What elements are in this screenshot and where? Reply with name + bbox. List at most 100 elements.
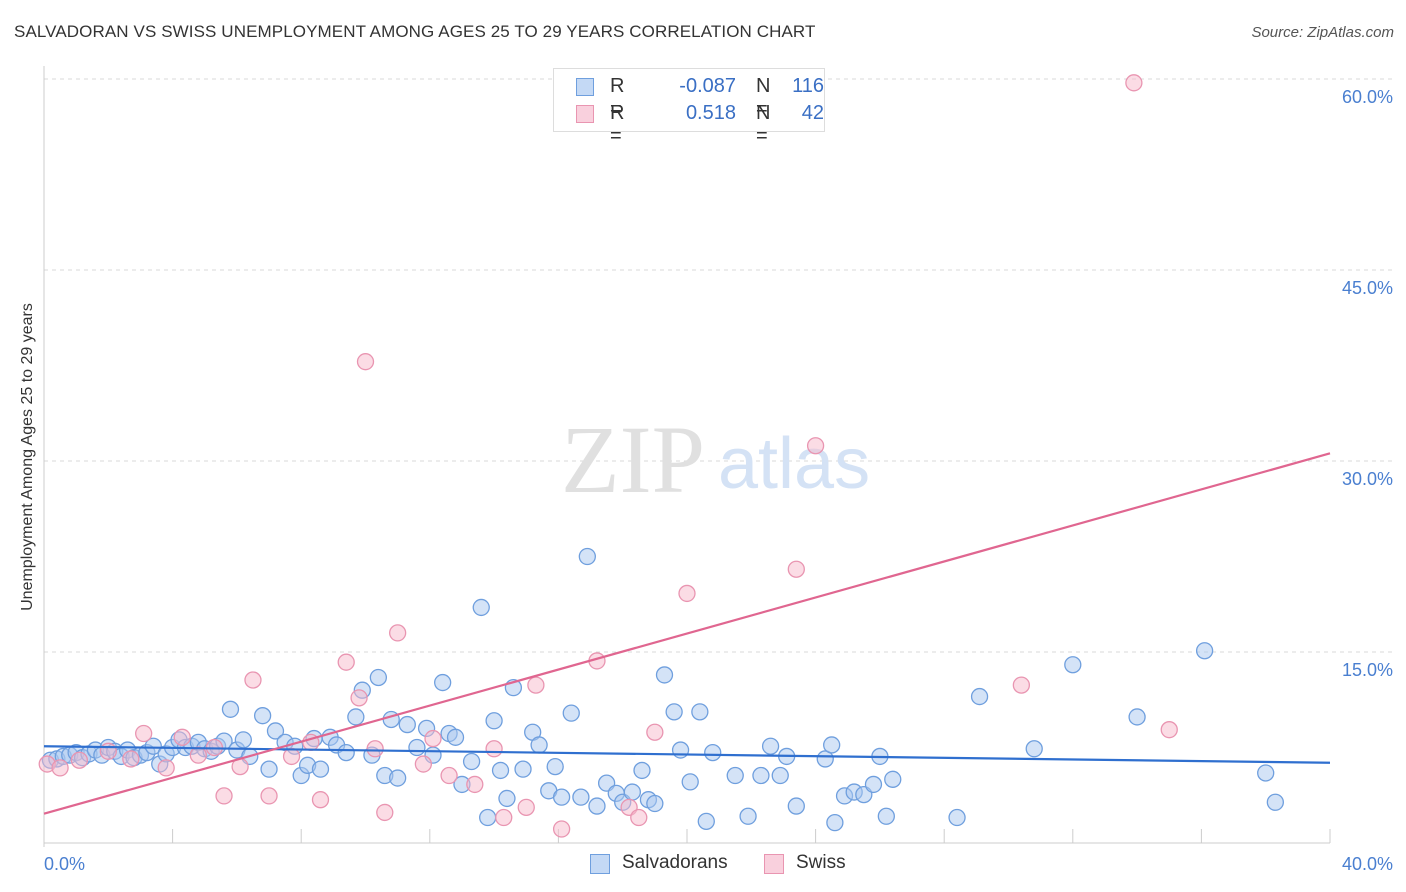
salvadoran-point — [311, 760, 330, 778]
salvadoran-point — [646, 794, 664, 813]
salvadoran-point — [266, 722, 285, 740]
salvadoran-point — [671, 741, 690, 759]
salvadoran-point — [823, 736, 841, 754]
salvadoran-point — [655, 666, 674, 684]
swiss-point — [376, 803, 394, 822]
y-tick-label: 15.0% — [1342, 660, 1393, 680]
salvadoran-point — [221, 700, 240, 718]
watermark: ZIP atlas — [561, 406, 870, 513]
salvadoran-point — [1195, 642, 1214, 660]
r-value: -0.087 — [679, 75, 736, 97]
swiss-point — [70, 751, 89, 769]
swiss-point — [173, 728, 191, 746]
swiss-point — [414, 755, 433, 773]
swiss-point — [552, 820, 571, 838]
legend-label: Salvadorans — [622, 852, 728, 873]
swiss-point — [678, 584, 696, 603]
swiss-point — [424, 729, 442, 748]
swiss-point — [1125, 74, 1143, 92]
y-tick-label: 30.0% — [1342, 469, 1393, 489]
n-label: N = — [756, 75, 771, 120]
salvadoran-point — [1266, 793, 1284, 811]
swiss-point — [135, 724, 153, 743]
swiss-point — [527, 676, 545, 694]
watermark-zip: ZIP — [561, 406, 705, 513]
swiss-point — [495, 808, 513, 827]
salvadorans-trend-line — [43, 745, 1331, 764]
swiss-point — [630, 808, 648, 827]
swiss-point — [485, 740, 503, 758]
salvadoran-point — [884, 770, 902, 788]
x-tick-label: 0.0% — [44, 854, 85, 874]
salvadoran-point — [462, 752, 481, 771]
swiss-point — [1012, 676, 1031, 694]
swiss-point — [189, 746, 207, 764]
salvadoran-point — [816, 750, 834, 768]
swiss-point — [646, 723, 664, 741]
salvadoran-point — [1257, 764, 1275, 782]
swiss-point — [356, 353, 375, 371]
salvadoran-point — [877, 807, 895, 825]
salvadoran-point — [498, 789, 516, 808]
tick-label-layer: 15.0% 30.0% 45.0% 60.0% 0.0% 40.0% — [44, 87, 1393, 874]
swiss-point — [440, 766, 458, 785]
salvadoran-point — [633, 761, 651, 780]
swiss-point — [466, 775, 484, 794]
swiss-trend-line — [43, 452, 1331, 815]
salvadoran-point — [761, 737, 780, 755]
salvadoran-point — [771, 766, 789, 785]
salvadoran-point — [337, 743, 355, 762]
swiss-point — [122, 750, 140, 768]
n-label: N = — [756, 102, 771, 147]
salvadoran-point — [408, 738, 426, 757]
salvadoran-point — [787, 797, 805, 815]
salvadoran-point — [578, 547, 596, 566]
salvadoran-point — [398, 715, 416, 734]
swiss-point — [282, 747, 301, 766]
salvadoran-point — [552, 788, 571, 806]
salvadoran-point — [562, 704, 580, 722]
salvadoran-point — [260, 760, 278, 778]
swiss-point — [311, 791, 330, 809]
salvadoran-point — [948, 808, 966, 827]
swiss-point — [787, 560, 805, 578]
swiss-point — [51, 759, 69, 777]
chart-title: SALVADORAN VS SWISS UNEMPLOYMENT AMONG A… — [14, 22, 816, 41]
swiss-point — [215, 787, 233, 805]
trend-layer — [43, 452, 1331, 815]
grid-layer — [44, 78, 1392, 653]
salvadoran-point — [144, 737, 162, 755]
salvadoran-point — [491, 761, 510, 780]
swiss-point — [350, 689, 368, 707]
salvadoran-point — [1128, 708, 1146, 726]
swiss-point — [157, 759, 175, 777]
x-tick-label: 40.0% — [1342, 854, 1393, 874]
salvadoran-point — [446, 728, 465, 746]
swiss-point — [517, 798, 535, 816]
swiss-point — [260, 787, 278, 805]
swiss-point — [337, 653, 355, 671]
source-note: Source: ZipAtlas.com — [1251, 24, 1394, 41]
salvadorans-swatch — [576, 78, 594, 96]
salvadoran-point — [970, 687, 989, 706]
swiss-point — [1160, 721, 1178, 739]
salvadoran-point — [472, 598, 490, 617]
salvadoran-point — [752, 766, 770, 785]
watermark-atlas: atlas — [718, 424, 870, 504]
salvadoran-point — [1025, 740, 1043, 758]
salvadoran-point — [665, 703, 683, 721]
r-label: R = — [610, 102, 625, 147]
n-value: 42 — [801, 102, 824, 124]
y-tick-label: 60.0% — [1342, 87, 1393, 107]
salvadoran-point — [530, 736, 548, 754]
salvadoran-point — [739, 807, 757, 825]
salvadoran-point — [347, 708, 365, 726]
salvadoran-point — [623, 783, 641, 801]
salvadoran-point — [864, 775, 883, 794]
salvadorans-legend-swatch — [590, 854, 610, 874]
salvadoran-point — [572, 788, 590, 806]
y-tick-label: 45.0% — [1342, 278, 1393, 298]
salvadoran-point — [704, 743, 722, 762]
salvadoran-point — [726, 766, 744, 785]
